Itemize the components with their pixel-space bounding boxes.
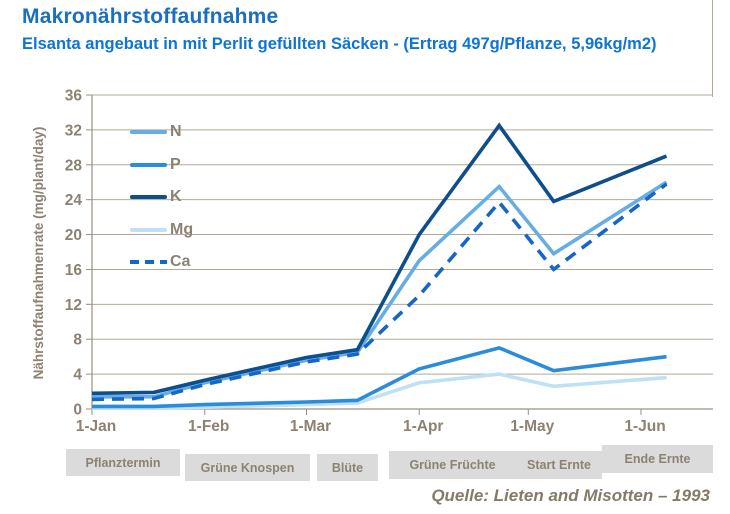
legend-item-k: K	[130, 181, 193, 214]
series-line-mg	[92, 372, 667, 410]
page-title: Makronährstoffaufnahme	[22, 5, 279, 28]
legend-item-mg: Mg	[130, 214, 193, 247]
phase-label-pflanztermin: Pflanztermin	[66, 449, 180, 476]
phase-label-gruene-fruechte: Grüne Früchte	[389, 451, 516, 479]
y-tick-label: 32	[65, 122, 82, 139]
series-line-p	[92, 346, 667, 409]
y-tick-label: 8	[73, 332, 82, 349]
phase-label-bluete: Blüte	[317, 454, 378, 481]
y-tick-label: 16	[65, 262, 83, 279]
legend-item-n: N	[130, 116, 193, 149]
legend-line-swatch	[130, 195, 167, 200]
legend-line-swatch	[130, 162, 167, 167]
legend-label: Ca	[170, 253, 191, 271]
series-line-ca	[91, 182, 668, 402]
x-tick-label: 1-Feb	[188, 418, 229, 435]
x-tick-label: 1-Mar	[290, 418, 331, 435]
x-tick-label: 1-Jan	[76, 418, 117, 435]
y-tick-label: 28	[65, 157, 83, 174]
legend-line-swatch	[130, 130, 167, 135]
x-tick-label: 1-Jun	[624, 418, 665, 435]
legend-line-swatch	[130, 260, 167, 265]
page-subtitle: Elsanta angebaut in mit Perlit gefüllten…	[22, 35, 657, 53]
legend-label: Mg	[170, 220, 194, 238]
series-line-k	[91, 122, 668, 396]
x-tick-label: 1-Apr	[403, 418, 443, 435]
y-tick-label: 4	[73, 367, 82, 384]
y-tick-label: 24	[65, 192, 83, 209]
decorative-vertical-line	[712, 0, 713, 97]
phase-label-gruene-knospen: Grüne Knospen	[185, 454, 310, 481]
legend-line-swatch	[130, 227, 167, 232]
source-credit: Quelle: Lieten and Misotten – 1993	[431, 486, 710, 505]
y-tick-label: 12	[65, 297, 82, 314]
y-tick-label: 0	[73, 402, 82, 419]
legend-label: N	[170, 123, 182, 141]
legend-label: K	[170, 188, 182, 206]
phase-label-start-ernte: Start Ernte	[516, 451, 602, 479]
legend-item-p: P	[130, 149, 193, 182]
x-tick-label: 1-May	[510, 418, 554, 435]
phase-label-ende-ernte: Ende Ernte	[602, 445, 713, 473]
legend-item-ca: Ca	[130, 246, 193, 279]
legend-label: P	[170, 155, 181, 173]
y-tick-label: 36	[65, 88, 83, 105]
y-tick-label: 20	[65, 227, 82, 244]
legend: N P K Mg Ca	[130, 116, 193, 279]
